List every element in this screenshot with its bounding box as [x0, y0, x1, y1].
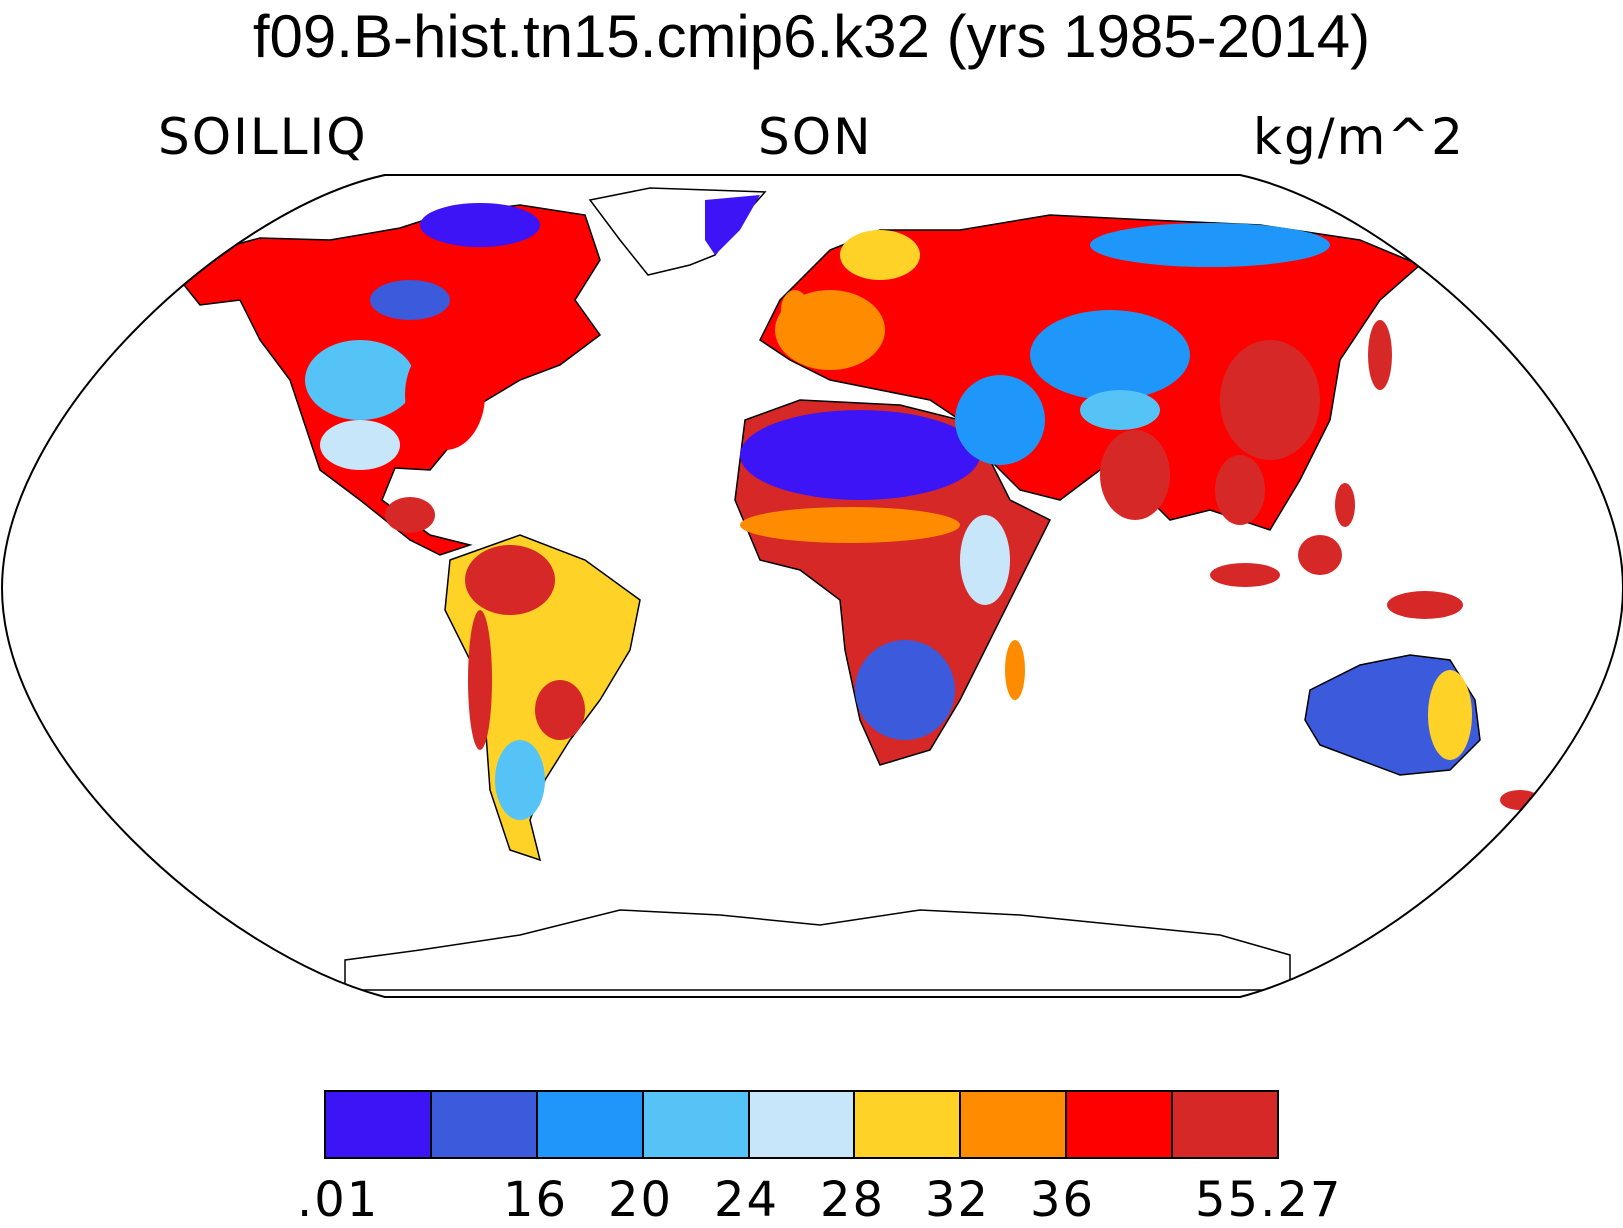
- andes-patch: [468, 610, 492, 750]
- sahel-patch: [740, 507, 960, 543]
- colorbar-tick-label: 20: [608, 1172, 674, 1228]
- arctic-coast-patch: [1090, 223, 1330, 267]
- new-guinea: [1387, 591, 1463, 619]
- india-patch: [1100, 430, 1170, 520]
- eastern-us-patch: [405, 340, 485, 450]
- japan: [1368, 320, 1392, 390]
- colorbar-tick-label: .01: [297, 1172, 380, 1228]
- colorbar-swatch: [961, 1092, 1068, 1157]
- antarctica: [344, 909, 1291, 991]
- colorbar-tick-label: 55.27: [1195, 1172, 1343, 1228]
- southern-africa-patch: [855, 640, 955, 740]
- canadian-arctic-patch: [420, 203, 540, 247]
- map-title: f09.B-hist.tn15.cmip6.k32 (yrs 1985-2014…: [252, 3, 1371, 70]
- middle-east-patch: [955, 375, 1045, 465]
- east-africa-patch: [960, 515, 1010, 605]
- uk: [781, 290, 809, 330]
- new-zealand: [1500, 790, 1540, 810]
- amazon-patch: [465, 545, 555, 615]
- philippines: [1335, 483, 1355, 527]
- colorbar-swatch: [855, 1092, 962, 1157]
- tibet-patch: [1080, 390, 1160, 430]
- central-asia-patch: [1030, 310, 1190, 400]
- map-frame: [0, 174, 1623, 998]
- south-brazil-patch: [535, 680, 585, 740]
- colorbar-swatch: [749, 1092, 856, 1157]
- china-east-patch: [1220, 340, 1320, 460]
- colorbar-tick-label: 36: [1030, 1172, 1096, 1228]
- variable-label: SOILLIQ: [158, 108, 368, 166]
- colorbar-swatch: [326, 1092, 432, 1157]
- madagascar: [1005, 640, 1025, 700]
- colorbar-tick-label: 24: [714, 1172, 780, 1228]
- great-lakes-patch: [370, 280, 450, 320]
- sumatra: [1210, 563, 1280, 587]
- colorbar-swatch: [643, 1092, 750, 1157]
- colorbar-swatch: [537, 1092, 644, 1157]
- sahara-patch: [740, 410, 980, 500]
- great-plains-patch: [305, 340, 415, 420]
- greenland-edge: [705, 195, 760, 255]
- central-america-patch: [385, 497, 435, 533]
- mexico-patch: [320, 420, 400, 470]
- colorbar-swatch: [1067, 1092, 1174, 1157]
- colorbar-tick-label: 16: [503, 1172, 569, 1228]
- colorbar-tick-label: 28: [820, 1172, 886, 1228]
- colorbar-swatch: [1173, 1092, 1278, 1157]
- southeast-asia-patch: [1215, 455, 1265, 525]
- patagonia-patch: [495, 740, 545, 820]
- colorbar-swatch: [431, 1092, 538, 1157]
- season-label: SON: [758, 108, 873, 166]
- borneo: [1298, 535, 1342, 575]
- colorbar: [324, 1090, 1279, 1159]
- colorbar-tick-label: 32: [925, 1172, 991, 1228]
- australia-east-patch: [1428, 670, 1472, 760]
- units-label: kg/m^2: [1253, 108, 1465, 166]
- scandinavia-patch: [840, 230, 920, 280]
